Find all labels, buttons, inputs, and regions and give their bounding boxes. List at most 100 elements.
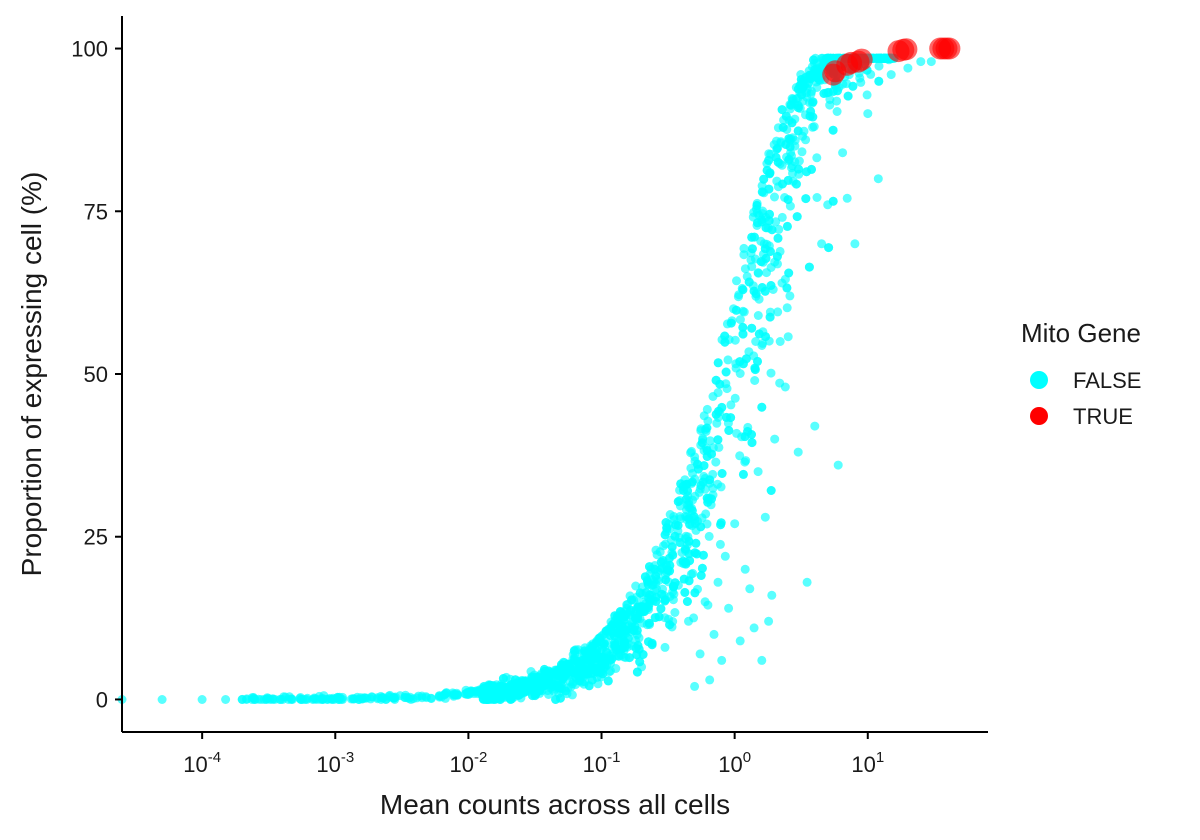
point-false (681, 557, 691, 567)
point-false (784, 268, 794, 278)
point-false (631, 581, 641, 591)
point-false (675, 538, 685, 548)
point-false (620, 642, 630, 652)
point-false (759, 174, 769, 184)
point-false (765, 169, 775, 179)
y-tick-label: 100 (71, 37, 108, 62)
point-false (551, 695, 561, 704)
y-axis-title: Proportion of expressing cell (%) (16, 172, 47, 577)
point-false (749, 623, 759, 633)
x-axis-ticks: 10-4 10-3 10-2 10-1 100 101 (183, 732, 884, 777)
point-false (731, 305, 741, 315)
point-false (715, 379, 725, 389)
point-false (797, 147, 807, 157)
point-false (772, 251, 782, 261)
point-false (679, 574, 689, 584)
point-false (747, 438, 757, 448)
x-tick-label: 100 (718, 749, 751, 777)
point-false (806, 89, 816, 99)
point-false (709, 629, 719, 639)
point-false (663, 565, 673, 575)
point-false (696, 571, 706, 580)
point-false (614, 651, 624, 661)
point-false (702, 493, 712, 503)
point-false (730, 519, 740, 529)
point-false (756, 257, 766, 267)
x-tick-label: 10-1 (583, 749, 621, 777)
point-false (793, 84, 803, 94)
legend: Mito Gene FALSE TRUE (1021, 318, 1141, 429)
point-false (842, 193, 852, 203)
point-false (757, 187, 767, 197)
x-tick-label: 101 (851, 749, 884, 777)
point-false (766, 486, 776, 495)
point-false (785, 291, 795, 301)
point-false (632, 650, 642, 660)
point-false (562, 668, 572, 678)
point-false (695, 649, 705, 659)
point-false (757, 402, 767, 412)
point-false (722, 384, 732, 394)
point-false (802, 577, 812, 587)
point-false (874, 76, 884, 86)
point-false (651, 597, 661, 606)
point-false (752, 200, 762, 210)
point-false (812, 67, 822, 77)
point-false (735, 357, 745, 367)
point-false (764, 616, 774, 626)
point-false (645, 590, 655, 600)
point-false (817, 239, 827, 249)
point-false (805, 111, 815, 121)
point-false (782, 283, 792, 293)
point-false (787, 163, 796, 173)
point-false (685, 519, 695, 529)
point-false (747, 323, 757, 333)
point-false (808, 97, 818, 107)
point-false (732, 276, 741, 286)
point-false (863, 109, 873, 119)
point-false (873, 174, 883, 184)
point-false (757, 655, 767, 665)
point-false (843, 91, 853, 101)
point-false (903, 63, 913, 73)
point-false (744, 277, 754, 287)
point-false (691, 538, 701, 548)
point-false (715, 539, 725, 549)
point-false (772, 136, 781, 146)
point-false (744, 347, 754, 357)
point-false (528, 681, 538, 691)
point-false (477, 690, 487, 700)
point-false (747, 232, 757, 242)
point-false (787, 118, 797, 128)
legend-key-true (1030, 407, 1048, 425)
point-false (640, 572, 650, 582)
point-false (778, 123, 788, 132)
point-false (606, 666, 615, 676)
point-true (895, 38, 918, 61)
point-false (751, 337, 761, 346)
point-false (794, 164, 803, 174)
point-false (555, 683, 565, 693)
point-false (650, 564, 660, 574)
point-false (765, 209, 774, 219)
point-false (876, 53, 886, 63)
point-false (764, 155, 774, 165)
point-false (791, 179, 801, 189)
point-false (376, 691, 386, 701)
point-false (697, 438, 707, 448)
point-false (358, 694, 368, 704)
point-false (647, 640, 657, 650)
point-false (794, 156, 804, 166)
x-tick-label: 10-3 (316, 749, 354, 777)
point-false (603, 676, 613, 686)
point-false (766, 281, 776, 290)
point-false (723, 355, 733, 365)
point-false (771, 152, 781, 162)
point-true (938, 37, 961, 60)
point-false (783, 332, 793, 342)
point-false (510, 675, 520, 685)
legend-label-false: FALSE (1073, 368, 1141, 393)
point-false (747, 244, 757, 254)
point-false (773, 307, 783, 317)
point-false (519, 684, 529, 694)
